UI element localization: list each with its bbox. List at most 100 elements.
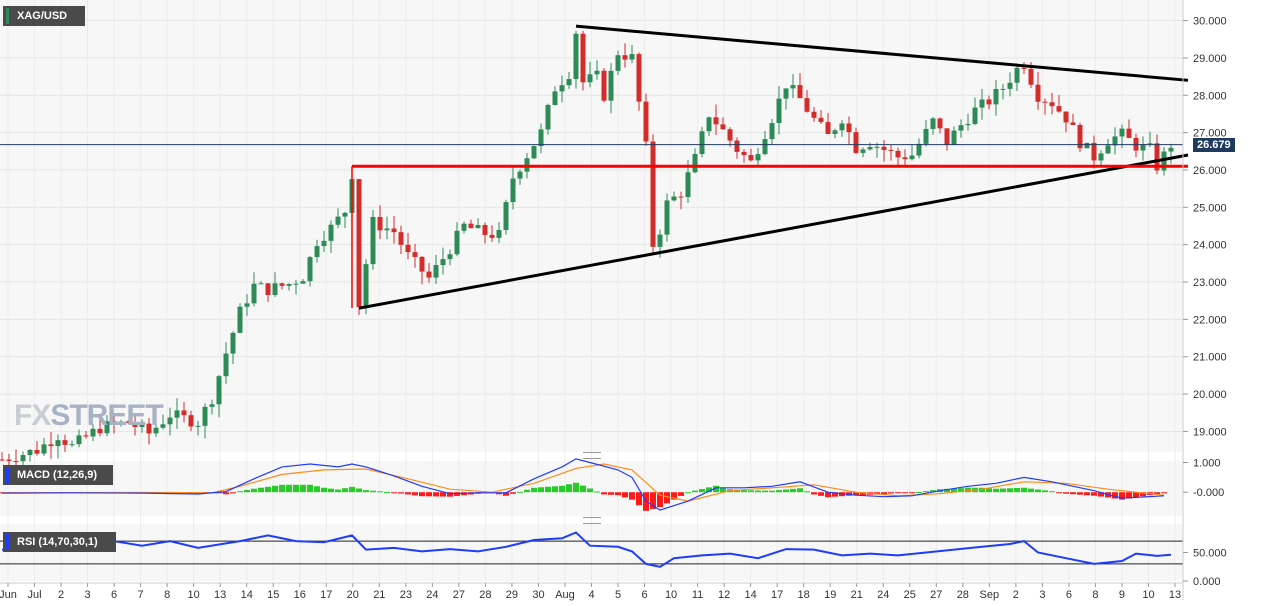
candle-body: [454, 230, 460, 255]
logo-street-text: STREET: [50, 399, 163, 432]
candle-body: [1049, 102, 1055, 107]
candle-body: [251, 283, 257, 304]
candle-body: [846, 123, 852, 133]
macd-histogram-bar: [951, 488, 957, 493]
candle-body: [496, 230, 502, 238]
macd-histogram-bar: [545, 486, 551, 493]
macd-resize-handle[interactable]: [583, 452, 601, 459]
candle-body: [699, 131, 705, 155]
macd-histogram-bar: [664, 492, 670, 504]
price-tick-label: 28.000: [1193, 90, 1227, 102]
candle-body: [531, 146, 537, 159]
candle-body: [195, 425, 201, 427]
x-tick-label: 10: [188, 589, 200, 601]
x-tick-label: 28: [957, 589, 969, 601]
candle-body: [55, 440, 61, 447]
macd-panel-label[interactable]: MACD (12,26,9): [3, 465, 113, 485]
macd-histogram-bar: [265, 486, 271, 493]
candle-body: [300, 281, 306, 284]
price-label-accent: [6, 8, 9, 24]
x-tick-label: Sep: [980, 589, 1000, 601]
x-tick-label: 18: [798, 589, 810, 601]
macd-histogram-bar: [818, 492, 824, 496]
price-tick-label: 20.000: [1193, 389, 1227, 401]
x-tick-label: 28: [479, 589, 491, 601]
price-panel-label[interactable]: XAG/USD: [3, 6, 85, 26]
candle-body: [573, 33, 579, 80]
lower-trendline: [358, 153, 1189, 310]
x-tick-label: 25: [904, 589, 916, 601]
macd-histogram-bar: [706, 487, 712, 493]
macd-histogram-bar: [1091, 492, 1097, 496]
macd-histogram-bar: [405, 492, 411, 495]
candle-body: [111, 421, 117, 424]
x-tick-label: 12: [718, 589, 730, 601]
upper-trendline: [575, 24, 1189, 82]
candle-body: [685, 172, 691, 198]
candle-body: [1035, 84, 1041, 102]
price-tick-label: 29.000: [1193, 53, 1227, 65]
macd-histogram-bar: [335, 489, 341, 493]
price-tick-label: 25.000: [1193, 202, 1227, 214]
macd-histogram-bar: [1028, 488, 1034, 493]
candle-body: [979, 99, 985, 108]
candle-body: [209, 404, 215, 407]
rsi-panel-label[interactable]: RSI (14,70,30,1): [3, 532, 116, 552]
candle-body: [293, 283, 299, 285]
candle-body: [0, 459, 5, 461]
candle-body: [153, 427, 159, 434]
macd-histogram-bar: [517, 491, 523, 493]
candle-body: [321, 240, 327, 247]
candle-body: [272, 283, 278, 295]
candle-body: [433, 265, 439, 278]
macd-histogram-bar: [1084, 492, 1090, 496]
candle-body: [118, 421, 124, 424]
x-tick-label: 8: [1092, 589, 1098, 601]
x-tick-label: Jun: [0, 589, 17, 601]
x-tick-label: 21: [373, 589, 385, 601]
candle-body: [853, 132, 859, 153]
candle-body: [832, 130, 838, 134]
macd-histogram-bar: [1000, 488, 1006, 493]
macd-histogram-bar: [321, 487, 327, 493]
x-tick-label: 11: [692, 589, 703, 601]
macd-histogram-bar: [832, 492, 838, 497]
macd-histogram-bar: [622, 492, 628, 498]
macd-histogram-bar: [783, 489, 789, 493]
candle-body: [755, 154, 761, 161]
candle-body: [1070, 122, 1076, 125]
macd-histogram-bar: [1133, 492, 1139, 498]
candle-body: [405, 244, 411, 253]
macd-histogram-bar: [398, 492, 404, 494]
price-tick-label: 26.000: [1193, 165, 1227, 177]
x-tick-label: 14: [745, 589, 757, 601]
candle-body: [930, 118, 936, 129]
macd-histogram-bar: [412, 492, 418, 496]
candle-body: [741, 151, 747, 156]
candle-body: [1161, 151, 1167, 171]
candle-body: [174, 410, 180, 418]
macd-histogram-bar: [1063, 492, 1069, 494]
macd-histogram-bar: [657, 492, 663, 508]
candle-body: [104, 421, 110, 434]
macd-histogram-bar: [860, 492, 866, 495]
macd-histogram-bar: [237, 491, 243, 493]
x-tick-label: 29: [506, 589, 518, 601]
macd-histogram-bar: [825, 492, 831, 498]
macd-histogram-bar: [944, 488, 950, 493]
macd-histogram-bar: [650, 492, 656, 509]
macd-histogram-bar: [916, 491, 922, 493]
rsi-resize-handle[interactable]: [583, 517, 601, 524]
macd-histogram-bar: [1035, 489, 1041, 493]
macd-histogram-bar: [958, 488, 964, 493]
macd-histogram-bar: [258, 487, 264, 493]
candle-body: [258, 283, 264, 285]
macd-histogram-bar: [1021, 487, 1027, 493]
rsi-label-accent: [6, 534, 9, 550]
macd-histogram-bar: [874, 492, 880, 495]
candle-body: [601, 70, 607, 101]
macd-tick-label: -0.000: [1193, 487, 1224, 499]
candle-body: [1007, 82, 1013, 89]
y-axis: 19.000 20.000 21.000 22.000 23.000 24.000 25.0…: [1182, 0, 1227, 600]
